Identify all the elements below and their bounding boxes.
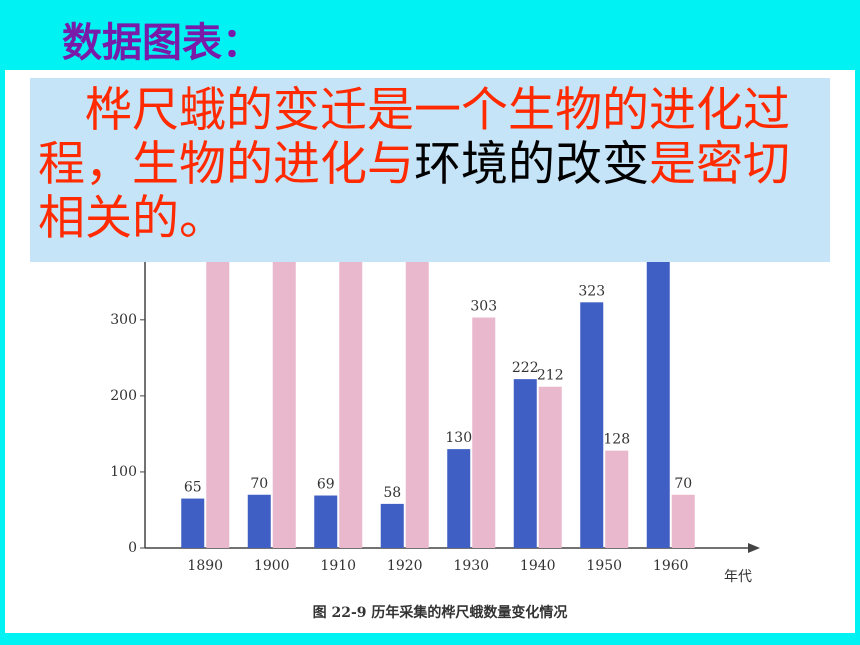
bar: [605, 450, 629, 548]
x-tick-label: 1910: [320, 558, 356, 574]
y-tick-label: 200: [110, 388, 137, 404]
data-label: 130: [445, 430, 472, 446]
data-label: 58: [383, 485, 401, 501]
bar: [181, 498, 205, 548]
bar: [247, 494, 271, 548]
x-tick-label: 1900: [254, 558, 290, 574]
bar: [405, 243, 429, 548]
text: 桦尺蛾的变迁是一个生物的进化过程，生物的进化与: [38, 83, 790, 192]
bar: [314, 495, 338, 548]
x-tick-label: 1890: [187, 558, 223, 574]
bar: [580, 302, 604, 548]
x-tick-label: 1920: [387, 558, 423, 574]
data-label: 70: [250, 476, 268, 492]
y-tick-label: 300: [110, 312, 137, 328]
data-label: 303: [470, 299, 497, 315]
bar: [472, 317, 496, 548]
bar: [538, 386, 562, 548]
text: 是密切相关的。: [38, 137, 790, 246]
data-label: 65: [184, 480, 202, 496]
bar: [206, 243, 230, 548]
bar: [513, 379, 537, 548]
caption: 图 22-9 历年采集的桦尺蛾数量变化情况: [313, 604, 568, 621]
x-tick-label: 1950: [586, 558, 622, 574]
data-label: 128: [603, 432, 630, 448]
bar: [671, 494, 695, 548]
x-tick-label: 1930: [453, 558, 489, 574]
bar: [380, 503, 404, 548]
text-box: [30, 78, 830, 262]
data-label: 70: [674, 476, 692, 492]
y-tick-label: 100: [110, 464, 137, 480]
bar: [339, 243, 363, 548]
data-label: 323: [578, 283, 605, 299]
data-label: 222: [512, 360, 539, 376]
data-label: 69: [317, 477, 335, 493]
bar: [447, 449, 471, 548]
bar: [646, 243, 670, 548]
data-label: 212: [537, 368, 564, 384]
bar: [272, 243, 296, 548]
x-axis-arrow: [748, 543, 760, 553]
slide-title: 数据图表：: [62, 20, 262, 66]
x-tick-label: 1940: [520, 558, 556, 574]
x-tick-label: 1960: [653, 558, 689, 574]
text: 环境的改变: [414, 137, 649, 192]
paragraph: 桦尺蛾的变迁是一个生物的进化过程，生物的进化与环境的改变是密切相关的。: [38, 84, 818, 246]
y-tick-label: 0: [128, 540, 137, 556]
x-axis-label: 年代: [724, 569, 752, 585]
